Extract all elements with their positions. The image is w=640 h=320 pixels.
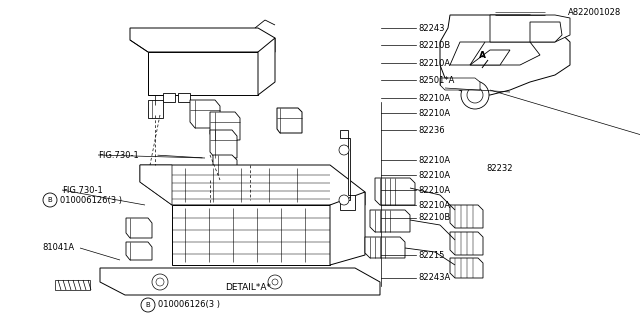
Circle shape	[339, 195, 349, 205]
Polygon shape	[148, 52, 258, 95]
Text: 82501*A: 82501*A	[419, 76, 455, 84]
Polygon shape	[490, 15, 570, 42]
Text: 82210A: 82210A	[419, 186, 451, 195]
Text: 82236: 82236	[419, 125, 445, 134]
Text: 82210B: 82210B	[419, 41, 451, 50]
Polygon shape	[140, 165, 365, 205]
Text: FIG.730-1: FIG.730-1	[98, 150, 139, 159]
Text: 82232: 82232	[486, 164, 513, 172]
Circle shape	[141, 298, 155, 312]
Polygon shape	[450, 205, 483, 228]
Circle shape	[461, 81, 489, 109]
Polygon shape	[163, 93, 175, 102]
Polygon shape	[365, 237, 405, 258]
Circle shape	[467, 87, 483, 103]
Polygon shape	[126, 242, 152, 260]
Polygon shape	[440, 15, 570, 95]
Circle shape	[272, 279, 278, 285]
Text: 82210A: 82210A	[419, 156, 451, 164]
Polygon shape	[130, 28, 275, 52]
Polygon shape	[190, 100, 220, 128]
Text: 82210A: 82210A	[419, 108, 451, 117]
Polygon shape	[148, 100, 163, 118]
Text: 82243A: 82243A	[419, 274, 451, 283]
Circle shape	[268, 275, 282, 289]
Polygon shape	[370, 210, 410, 232]
Text: 82243: 82243	[419, 23, 445, 33]
Circle shape	[339, 145, 349, 155]
Text: 82210A: 82210A	[419, 171, 451, 180]
Text: DETAIL*A*: DETAIL*A*	[225, 284, 271, 292]
Polygon shape	[530, 22, 562, 42]
Polygon shape	[450, 258, 483, 278]
Text: 82210A: 82210A	[419, 201, 451, 210]
Text: B: B	[47, 197, 52, 203]
Text: 82210A: 82210A	[419, 93, 451, 102]
Polygon shape	[330, 192, 365, 265]
Polygon shape	[100, 268, 380, 295]
Text: B: B	[146, 302, 150, 308]
Polygon shape	[55, 280, 90, 290]
Polygon shape	[340, 130, 355, 210]
Circle shape	[156, 278, 164, 286]
Text: A: A	[479, 51, 486, 60]
Text: FIG.730-1: FIG.730-1	[62, 186, 103, 195]
Polygon shape	[470, 50, 510, 65]
Polygon shape	[210, 112, 240, 140]
Polygon shape	[450, 42, 540, 65]
Text: 82210B: 82210B	[419, 213, 451, 222]
Text: A822001028: A822001028	[568, 7, 621, 17]
Polygon shape	[126, 218, 152, 238]
Text: 010006126(3 ): 010006126(3 )	[60, 196, 122, 204]
Polygon shape	[277, 108, 302, 133]
Polygon shape	[172, 205, 330, 265]
Text: 81041A: 81041A	[42, 244, 74, 252]
Polygon shape	[440, 78, 480, 90]
Circle shape	[43, 193, 57, 207]
Polygon shape	[258, 38, 275, 95]
Text: 82210A: 82210A	[419, 59, 451, 68]
Polygon shape	[213, 155, 237, 175]
Text: 82215: 82215	[419, 251, 445, 260]
Polygon shape	[375, 178, 415, 205]
Polygon shape	[450, 232, 483, 255]
Polygon shape	[178, 93, 190, 102]
Polygon shape	[140, 165, 172, 205]
Polygon shape	[210, 130, 237, 158]
Text: 010006126(3 ): 010006126(3 )	[158, 300, 220, 309]
Circle shape	[152, 274, 168, 290]
